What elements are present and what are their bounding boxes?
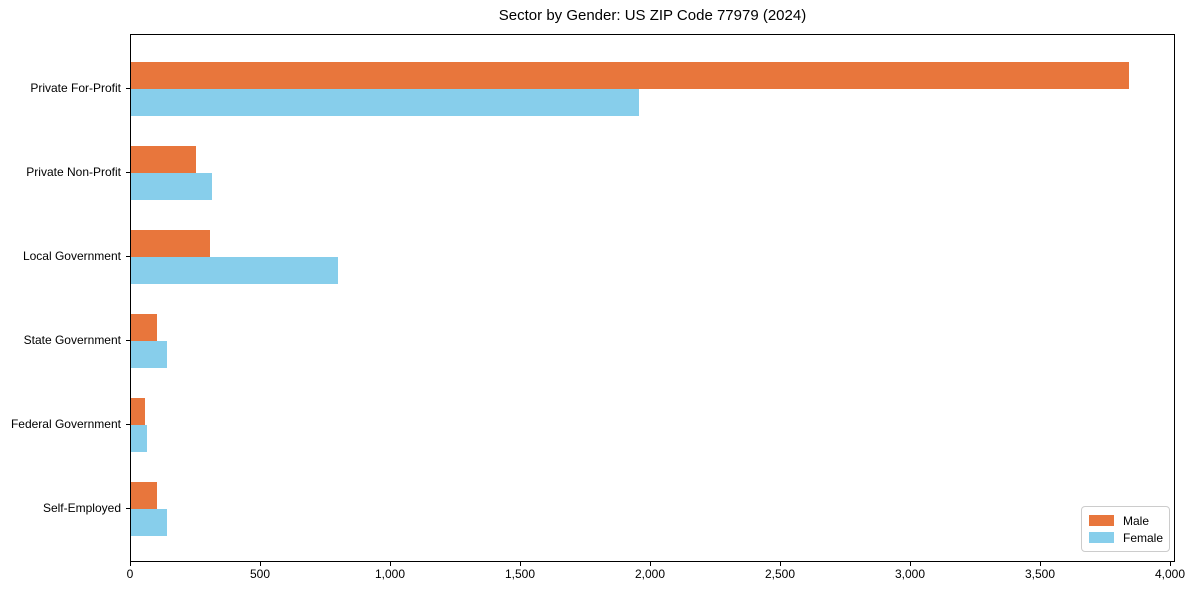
y-tick-mark: [126, 172, 130, 173]
legend-label-male: Male: [1123, 513, 1150, 528]
y-tick-mark: [126, 88, 130, 89]
y-tick-mark: [126, 256, 130, 257]
x-tick-mark: [650, 562, 651, 566]
legend-label-female: Female: [1123, 530, 1164, 545]
x-tick-mark: [390, 562, 391, 566]
x-tick-label-500: 500: [249, 567, 271, 581]
bar-female-federal-government: [131, 425, 147, 452]
x-tick-label-0: 0: [126, 567, 134, 581]
x-tick-label-2500: 2,500: [764, 567, 796, 581]
chart-title: Sector by Gender: US ZIP Code 77979 (202…: [498, 7, 807, 24]
bar-male-private-for-profit: [131, 62, 1129, 89]
plot-area: Male Female: [130, 34, 1175, 562]
y-tick-label-private-non-profit: Private Non-Profit: [26, 165, 121, 179]
legend-item-male: Male: [1082, 512, 1169, 529]
y-tick-label-federal-government: Federal Government: [10, 417, 121, 431]
x-tick-mark: [910, 562, 911, 566]
x-tick-mark: [1040, 562, 1041, 566]
x-tick-mark: [780, 562, 781, 566]
x-tick-mark: [260, 562, 261, 566]
x-tick-mark: [130, 562, 131, 566]
x-tick-mark: [520, 562, 521, 566]
x-tick-label-3500: 3,500: [1024, 567, 1056, 581]
bar-male-private-non-profit: [131, 146, 196, 173]
bar-female-state-government: [131, 341, 167, 368]
y-tick-label-local-government: Local Government: [22, 249, 121, 263]
x-tick-label-4000: 4,000: [1154, 567, 1186, 581]
y-tick-label-self-employed: Self-Employed: [42, 501, 121, 515]
bar-male-local-government: [131, 230, 210, 257]
y-tick-label-state-government: State Government: [23, 333, 121, 347]
y-tick-mark: [126, 424, 130, 425]
bar-female-private-for-profit: [131, 89, 639, 116]
legend: Male Female: [1081, 506, 1170, 552]
legend-swatch-male: [1089, 515, 1114, 526]
bar-male-state-government: [131, 314, 157, 341]
bar-male-federal-government: [131, 398, 145, 425]
legend-item-female: Female: [1082, 529, 1169, 546]
legend-swatch-female: [1089, 532, 1114, 543]
bar-female-local-government: [131, 257, 338, 284]
x-tick-label-2000: 2,000: [634, 567, 666, 581]
y-tick-mark: [126, 508, 130, 509]
x-tick-label-3000: 3,000: [894, 567, 926, 581]
x-tick-label-1500: 1,500: [504, 567, 536, 581]
bar-female-private-non-profit: [131, 173, 212, 200]
x-tick-label-1000: 1,000: [374, 567, 406, 581]
bar-male-self-employed: [131, 482, 157, 509]
bar-female-self-employed: [131, 509, 167, 536]
x-tick-mark: [1170, 562, 1171, 566]
y-tick-mark: [126, 340, 130, 341]
y-tick-label-private-for-profit: Private For-Profit: [30, 81, 121, 95]
